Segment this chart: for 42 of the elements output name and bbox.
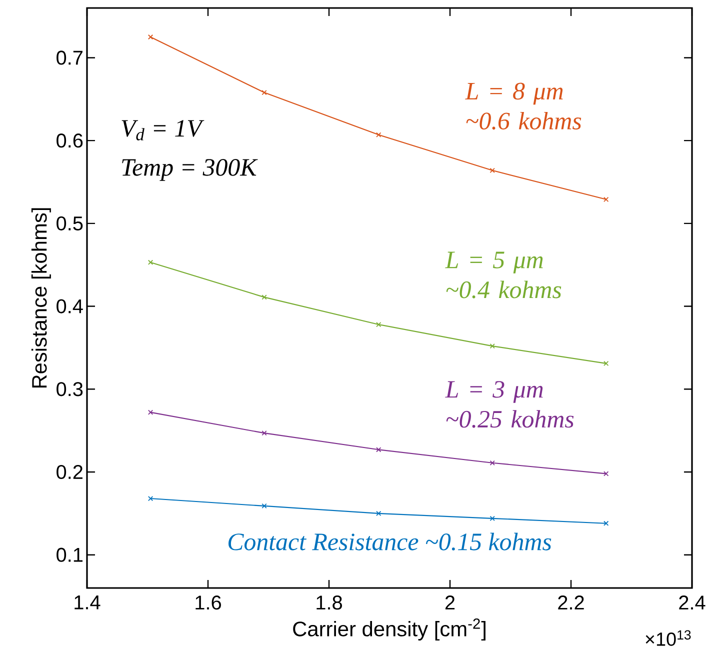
annotation: Temp = 300K bbox=[122, 159, 258, 181]
point bbox=[490, 516, 495, 521]
point bbox=[490, 460, 495, 466]
x-tick-label: 2.4 bbox=[679, 596, 706, 610]
point bbox=[148, 410, 154, 415]
point bbox=[262, 90, 267, 96]
point bbox=[148, 496, 154, 502]
series-label: L = 5 μm ~0.4 kohms bbox=[445, 252, 562, 298]
x-tick-label: 1.8 bbox=[316, 596, 342, 610]
y-tick-label: 0.4 bbox=[56, 299, 83, 314]
x-tick-label: 2 bbox=[445, 596, 455, 610]
series-label: Contact Resistance ~0.15 kohms bbox=[228, 532, 552, 550]
y-tick-label: 0.5 bbox=[56, 216, 83, 230]
y-tick-label: 0.6 bbox=[56, 134, 83, 148]
point bbox=[376, 447, 382, 452]
point bbox=[604, 520, 609, 526]
y-tick-label: 0.3 bbox=[56, 382, 83, 396]
point bbox=[604, 196, 609, 202]
point bbox=[604, 471, 609, 476]
point bbox=[376, 322, 382, 328]
point bbox=[490, 343, 495, 349]
annotation: V$_{d}$ = 1V bbox=[122, 120, 204, 140]
y-tick-label: 0.1 bbox=[56, 548, 83, 562]
x-axis-title: Carrier density [cm$^{-2}$] bbox=[293, 618, 486, 641]
point bbox=[490, 168, 495, 173]
point bbox=[376, 510, 382, 516]
point bbox=[148, 260, 154, 265]
point bbox=[148, 34, 154, 40]
x-tick-label: 1.4 bbox=[74, 596, 100, 610]
point bbox=[604, 360, 609, 366]
point bbox=[262, 503, 267, 509]
y-tick-label: 0.7 bbox=[56, 50, 82, 65]
point bbox=[376, 132, 382, 138]
series-label: L = 3 μm ~0.25 kohms bbox=[445, 381, 574, 428]
x-tick-label: 2.2 bbox=[558, 596, 584, 610]
y-axis-title: Resistance [kohms] bbox=[31, 208, 51, 388]
x-tick-label: 1.6 bbox=[196, 596, 221, 610]
series-label: L = 8 μm ~0.6 kohms bbox=[465, 82, 582, 130]
text: ×10$^{13}$ bbox=[646, 630, 691, 646]
y-tick-label: 0.2 bbox=[56, 464, 82, 480]
point bbox=[262, 430, 267, 436]
point bbox=[262, 294, 267, 300]
